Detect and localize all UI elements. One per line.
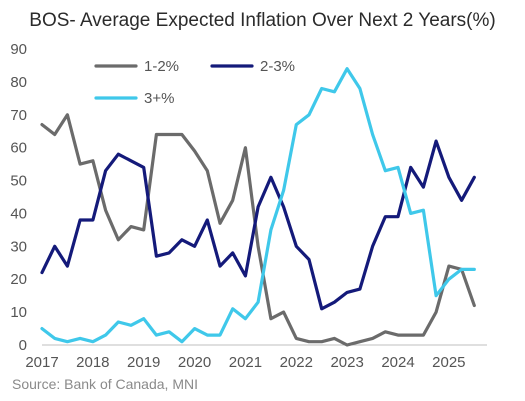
axes: 0 10 20 30 40 50 60 70 80 90 2017 2018 2019 2020 2021 2… [10, 41, 487, 371]
legend-label: 3+% [144, 90, 174, 107]
x-tick-label: 2022 [280, 354, 313, 371]
y-tick-label: 60 [10, 140, 27, 157]
series-line-1-2% [40, 113, 476, 347]
y-tick-label: 30 [10, 238, 27, 255]
y-tick-label: 70 [10, 107, 27, 124]
x-tick-label: 2019 [127, 354, 160, 371]
series-layer [40, 67, 476, 347]
y-tick-label: 90 [10, 41, 27, 58]
y-tick-label: 80 [10, 74, 27, 91]
series-line-2-3% [40, 139, 476, 311]
chart-title: BOS- Average Expected Inflation Over Nex… [29, 10, 496, 31]
x-tick-label: 2020 [178, 354, 211, 371]
y-tick-label: 10 [10, 304, 27, 321]
legend-label: 1-2% [144, 58, 179, 75]
x-tick-label: 2025 [432, 354, 465, 371]
y-tick-label: 50 [10, 173, 27, 190]
series-line-3+% [40, 67, 476, 344]
x-tick-label: 2018 [76, 354, 109, 371]
legend: 1-2% 2-3% 3+% [94, 58, 295, 107]
y-tick-label: 20 [10, 271, 27, 288]
x-tick-label: 2017 [25, 354, 58, 371]
y-tick-label: 0 [19, 337, 27, 354]
x-tick-label: 2021 [229, 354, 262, 371]
legend-label: 2-3% [260, 58, 295, 75]
source-note: Source: Bank of Canada, MNI [12, 376, 198, 392]
x-tick-label: 2024 [381, 354, 414, 371]
y-tick-label: 40 [10, 205, 27, 222]
x-tick-label: 2023 [330, 354, 363, 371]
